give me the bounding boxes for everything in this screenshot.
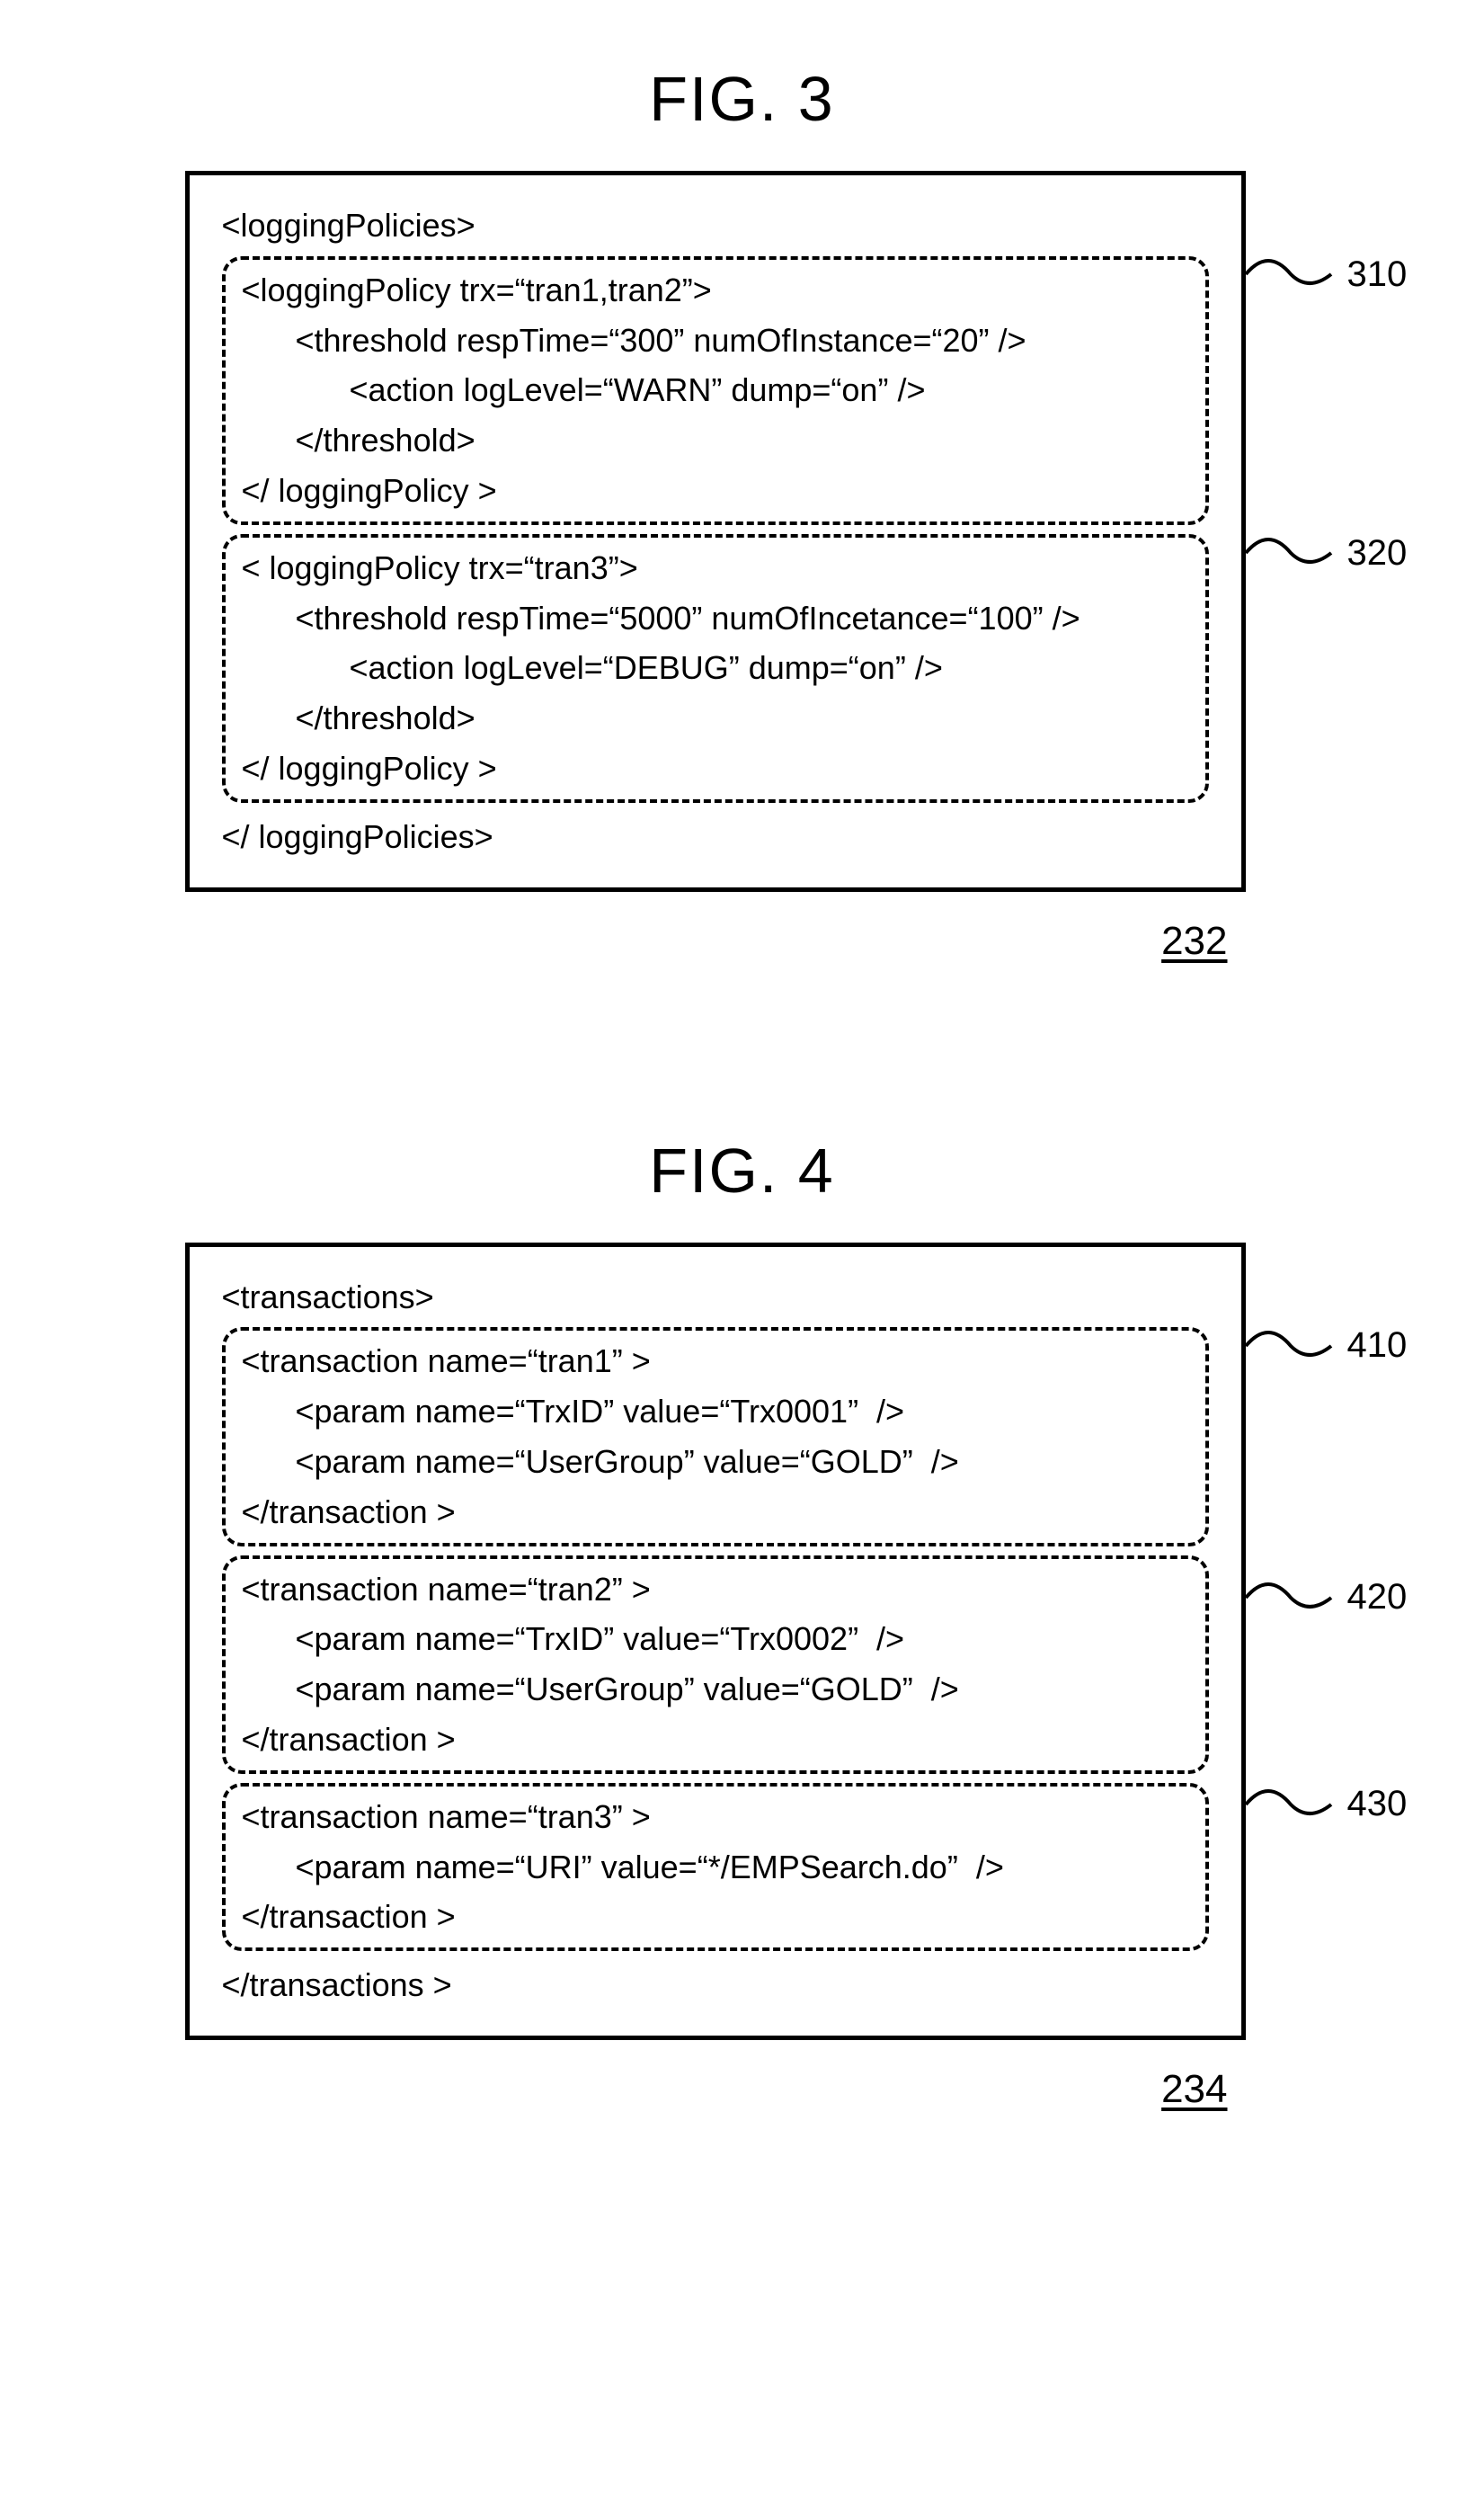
fig4-block-420: <transaction name=“tran2” > <param name=… bbox=[222, 1555, 1209, 1774]
fig3-b1-l1: <loggingPolicy trx=“tran1,tran2”> bbox=[242, 265, 1189, 316]
callout-leader-icon bbox=[1241, 243, 1340, 306]
fig4-block-430: <transaction name=“tran3” > <param name=… bbox=[222, 1783, 1209, 1951]
fig4-b3-l2: <param name=“URI” value=“*/EMPSearch.do”… bbox=[242, 1842, 1189, 1893]
fig4-b2-l1: <transaction name=“tran2” > bbox=[242, 1564, 1189, 1615]
fig3-b1-l2: <threshold respTime=“300” numOfInstance=… bbox=[242, 316, 1189, 366]
callout-320-label: 320 bbox=[1347, 533, 1408, 574]
page: FIG. 3 <loggingPolicies> <loggingPolicy … bbox=[0, 0, 1484, 2202]
fig3-b2-l5: </ loggingPolicy > bbox=[242, 744, 1189, 794]
fig3-b2-l4: </threshold> bbox=[242, 693, 1189, 744]
callout-leader-icon bbox=[1241, 521, 1340, 584]
callout-420: 420 bbox=[1241, 1566, 1408, 1629]
fig3-block-310: <loggingPolicy trx=“tran1,tran2”> <thres… bbox=[222, 256, 1209, 525]
figure-4-title: FIG. 4 bbox=[0, 1135, 1484, 1207]
fig4-b3-l3: </transaction > bbox=[242, 1892, 1189, 1942]
fig3-outer-open: <loggingPolicies> bbox=[222, 201, 1209, 251]
figure-3-wrap: <loggingPolicies> <loggingPolicy trx=“tr… bbox=[131, 171, 1354, 892]
fig4-b1-l3: <param name=“UserGroup” value=“GOLD” /> bbox=[242, 1437, 1189, 1487]
fig4-block-410: <transaction name=“tran1” > <param name=… bbox=[222, 1327, 1209, 1546]
fig4-b1-l1: <transaction name=“tran1” > bbox=[242, 1336, 1189, 1386]
callout-430-label: 430 bbox=[1347, 1784, 1408, 1824]
callout-410: 410 bbox=[1241, 1314, 1408, 1377]
callout-leader-icon bbox=[1241, 1314, 1340, 1377]
fig4-b1-l2: <param name=“TrxID” value=“Trx0001” /> bbox=[242, 1386, 1189, 1437]
fig3-b1-l4: </threshold> bbox=[242, 415, 1189, 466]
figure-4-wrap: <transactions> <transaction name=“tran1”… bbox=[131, 1243, 1354, 2040]
fig4-outer-close: </transactions > bbox=[222, 1960, 1209, 2010]
callout-320: 320 bbox=[1241, 521, 1408, 584]
fig3-block-320: < loggingPolicy trx=“tran3”> <threshold … bbox=[222, 534, 1209, 803]
fig4-b1-l4: </transaction > bbox=[242, 1487, 1189, 1537]
fig4-refnum: 234 bbox=[1161, 2067, 1227, 2112]
fig4-b2-l3: <param name=“UserGroup” value=“GOLD” /> bbox=[242, 1664, 1189, 1715]
callout-410-label: 410 bbox=[1347, 1325, 1408, 1366]
callout-310-label: 310 bbox=[1347, 254, 1408, 295]
fig4-outer-open: <transactions> bbox=[222, 1272, 1209, 1323]
fig3-b2-l1: < loggingPolicy trx=“tran3”> bbox=[242, 543, 1189, 593]
fig3-b2-l3: <action logLevel=“DEBUG” dump=“on” /> bbox=[242, 643, 1189, 693]
fig3-b2-l2: <threshold respTime=“5000” numOfIncetanc… bbox=[242, 593, 1189, 644]
fig4-b3-l1: <transaction name=“tran3” > bbox=[242, 1792, 1189, 1842]
fig3-outer-close: </ loggingPolicies> bbox=[222, 812, 1209, 862]
callout-420-label: 420 bbox=[1347, 1577, 1408, 1617]
figure-3-panel: <loggingPolicies> <loggingPolicy trx=“tr… bbox=[185, 171, 1246, 892]
fig4-b2-l2: <param name=“TrxID” value=“Trx0002” /> bbox=[242, 1614, 1189, 1664]
figure-4-panel: <transactions> <transaction name=“tran1”… bbox=[185, 1243, 1246, 2040]
fig3-b1-l5: </ loggingPolicy > bbox=[242, 466, 1189, 516]
callout-leader-icon bbox=[1241, 1773, 1340, 1836]
fig3-refnum: 232 bbox=[1161, 919, 1227, 964]
callout-leader-icon bbox=[1241, 1566, 1340, 1629]
fig3-b1-l3: <action logLevel=“WARN” dump=“on” /> bbox=[242, 365, 1189, 415]
figure-3-title: FIG. 3 bbox=[0, 63, 1484, 135]
fig4-b2-l4: </transaction > bbox=[242, 1715, 1189, 1765]
callout-430: 430 bbox=[1241, 1773, 1408, 1836]
callout-310: 310 bbox=[1241, 243, 1408, 306]
